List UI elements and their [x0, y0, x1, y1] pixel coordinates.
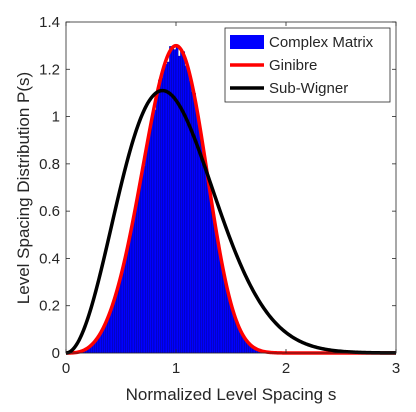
histogram-bar [151, 112, 155, 354]
histogram-bar [200, 136, 203, 354]
histogram-bar [156, 94, 159, 354]
histogram-bar [164, 64, 168, 354]
histogram-bar [138, 184, 141, 354]
histogram-bar [175, 46, 179, 354]
y-tick-label: 1.2 [39, 61, 60, 78]
y-tick-label: 0.2 [39, 298, 60, 315]
plot-frame [65, 21, 397, 354]
histogram-bar [160, 78, 163, 354]
y-tick-label: 0.6 [39, 203, 60, 220]
histogram-bar [145, 146, 148, 354]
histogram-bar [125, 252, 128, 354]
x-tick-label: 3 [392, 360, 400, 377]
histogram-bar [134, 206, 137, 354]
histogram-bar [129, 234, 133, 354]
histogram-bar [153, 109, 157, 354]
legend-label-sub-wigner: Sub-Wigner [269, 80, 348, 97]
histogram-bar [178, 55, 181, 354]
histogram-bar [211, 206, 214, 354]
histogram-bar [226, 291, 229, 354]
histogram-bar [147, 136, 150, 354]
histogram-bar [127, 240, 130, 354]
histogram-bar [206, 176, 210, 354]
histogram-bar [136, 198, 139, 354]
histogram-bar [186, 68, 190, 354]
histogram-bar [217, 244, 221, 354]
legend: Complex Matrix Ginibre Sub-Wigner [224, 27, 391, 103]
x-axis-ticks: 0 1 2 3 [62, 22, 400, 377]
histogram-bar [215, 235, 218, 354]
histogram-bar [120, 270, 124, 354]
legend-label-ginibre: Ginibre [269, 57, 317, 74]
histogram-bar [219, 260, 223, 354]
histogram-bar [114, 295, 117, 354]
histogram-bar [184, 65, 188, 354]
histogram-bar [131, 221, 135, 354]
histogram-bar [204, 162, 207, 354]
y-tick-label: 0 [52, 345, 60, 362]
histogram-bar [202, 154, 205, 354]
histogram-bar [118, 281, 122, 354]
histogram-bar [142, 166, 146, 354]
legend-swatch-complex-matrix [230, 35, 264, 49]
histogram-bar [180, 50, 183, 354]
histogram-bar [222, 271, 225, 354]
y-tick-label: 1 [52, 109, 60, 126]
histogram-bar [167, 61, 170, 354]
y-tick-label: 1.4 [39, 14, 60, 31]
histogram-bar [173, 49, 177, 354]
y-tick-label: 0.4 [39, 250, 60, 267]
x-tick-label: 2 [282, 360, 290, 377]
y-axis-ticks: 0 0.2 0.4 0.6 0.8 1 1.2 1.4 [39, 14, 396, 362]
histogram-bar [208, 195, 212, 354]
histogram-bar [116, 288, 119, 354]
series-line-sub-wigner [65, 88, 396, 355]
histogram-bar [149, 126, 152, 354]
x-axis-label: Normalized Level Spacing s [126, 385, 337, 404]
histogram-bar [112, 303, 115, 354]
histogram-bar [158, 79, 161, 354]
x-tick-label: 1 [172, 360, 180, 377]
legend-label-complex-matrix: Complex Matrix [269, 34, 374, 51]
histogram-bar [197, 125, 201, 354]
histogram-bar [123, 261, 126, 354]
y-axis-label: Level Spacing Distribution P(s) [14, 72, 33, 304]
histogram-bar [140, 174, 144, 354]
histogram-bar [182, 51, 185, 354]
x-tick-label: 0 [62, 360, 70, 377]
y-tick-label: 0.8 [39, 156, 60, 173]
histogram-bar [162, 66, 166, 354]
histogram-bar [213, 222, 216, 354]
